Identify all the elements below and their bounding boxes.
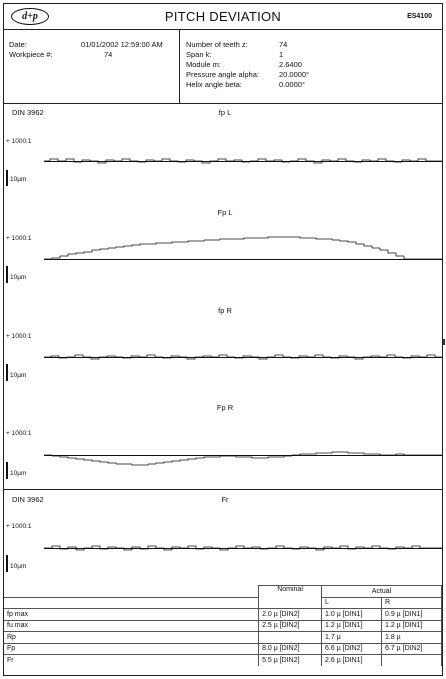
plot-title-fp-r: fp R — [218, 306, 232, 315]
model-label: ES4100 — [407, 13, 432, 20]
row-label: fp max — [4, 608, 260, 621]
table-subheader-row: L R — [4, 596, 442, 609]
standard-label-runout: DIN 3962 — [12, 495, 44, 504]
header-nominal: Nominal — [258, 585, 323, 609]
section-divider — [4, 489, 442, 490]
workpiece-label: Workpiece #: — [9, 50, 53, 59]
teeth-label: Number of teeth z: — [186, 40, 248, 49]
plot-axis — [44, 259, 442, 260]
cell-l: 2.6 µ [DIN1] — [321, 654, 382, 666]
table-row: Fr 5.5 µ [DIN2] 2.6 µ [DIN1] — [4, 654, 442, 666]
header-actual: Actual — [321, 585, 442, 598]
unit-label: 10µm — [10, 372, 27, 379]
span-value: 1 — [279, 50, 284, 59]
cell-l: 1.2 µ [DIN1] — [321, 619, 382, 632]
helix-angle-label: Helix angle beta: — [186, 80, 242, 89]
cell-r: 1.2 µ [DIN1] — [381, 619, 442, 632]
cell-l: 1.7 µ — [321, 631, 382, 644]
plot-axis — [44, 548, 442, 549]
date-label: Date: — [9, 40, 27, 49]
plot-axis — [44, 455, 442, 456]
cell-nominal: 2.0 µ [DIN2] — [258, 608, 323, 621]
scale-label: + 1000:1 — [6, 430, 32, 437]
pressure-angle-label: Pressure angle alpha: — [186, 70, 259, 79]
table-row: fp max 2.0 µ [DIN2] 1.0 µ [DIN1] 0.9 µ [… — [4, 608, 442, 621]
table-row: Fp 8.0 µ [DIN2] 6.6 µ [DIN2] 6.7 µ [DIN2… — [4, 642, 442, 655]
unit-label: 10µm — [10, 563, 27, 570]
cell-r — [381, 654, 442, 666]
unit-label: 10µm — [10, 176, 27, 183]
standard-label: DIN 3962 — [12, 108, 44, 117]
cell-r: 1.8 µ — [381, 631, 442, 644]
row-label: Fp — [4, 642, 260, 655]
row-label: Rp — [4, 631, 260, 644]
teeth-value: 74 — [279, 40, 288, 49]
trace-Fp-l — [44, 236, 442, 260]
cell-r: 6.7 µ [DIN2] — [381, 642, 442, 655]
date-value: 01/01/2002 12:59:00 AM — [81, 40, 163, 49]
unit-bar — [6, 555, 8, 572]
cell-nominal: 5.5 µ [DIN2] — [258, 654, 323, 666]
trace-fp-l — [44, 158, 442, 164]
table-row: fu max 2.5 µ [DIN2] 1.2 µ [DIN1] 1.2 µ [… — [4, 619, 442, 632]
scale-label: + 1000:1 — [6, 235, 32, 242]
trace-fp-r — [44, 354, 442, 360]
trace-fr — [44, 545, 442, 551]
table-row: Rp 1.7 µ 1.8 µ — [4, 631, 442, 644]
logo: d+p — [11, 8, 49, 25]
header-r: R — [381, 596, 442, 609]
cell-l: 6.6 µ [DIN2] — [321, 642, 382, 655]
info-block: Date: 01/01/2002 12:59:00 AM Workpiece #… — [4, 30, 442, 104]
info-divider — [179, 30, 180, 104]
header-l: L — [321, 596, 382, 609]
plot-axis — [44, 161, 442, 162]
workpiece-value: 74 — [104, 50, 113, 59]
scale-label: + 1000:1 — [6, 138, 32, 145]
edge-mark — [443, 339, 445, 345]
unit-bar — [6, 266, 8, 283]
unit-bar — [6, 364, 8, 381]
results-table: Nominal Actual L R fp max 2.0 µ [DIN2] 1… — [4, 585, 442, 666]
cell-r: 0.9 µ [DIN1] — [381, 608, 442, 621]
cell-nominal: 2.5 µ [DIN2] — [258, 619, 323, 632]
table-header-row: Nominal Actual — [4, 585, 442, 609]
scale-label: + 1000:1 — [6, 523, 32, 530]
cell-nominal: 8.0 µ [DIN2] — [258, 642, 323, 655]
report-title: PITCH DEVIATION — [164, 9, 282, 24]
cell-nominal — [258, 631, 323, 644]
trace-Fp-r — [44, 451, 442, 466]
plot-title-fr: Fr — [221, 495, 229, 504]
cell-l: 1.0 µ [DIN1] — [321, 608, 382, 621]
module-label: Module m: — [186, 60, 222, 69]
plot-title-Fp-r: Fp R — [216, 403, 234, 412]
report-sheet: d+p PITCH DEVIATION ES4100 Date: 01/01/2… — [3, 3, 443, 676]
span-label: Span k: — [186, 50, 212, 59]
unit-bar — [6, 462, 8, 479]
pressure-angle-value: 20.0000° — [279, 70, 310, 79]
module-value: 2.6400 — [279, 60, 302, 69]
plot-title-Fp-l: Fp L — [217, 208, 233, 217]
plot-title-fp-l: fp L — [218, 108, 232, 117]
unit-label: 10µm — [10, 470, 27, 477]
row-label: fu max — [4, 619, 260, 632]
unit-bar — [6, 170, 8, 186]
row-label: Fr — [4, 654, 260, 666]
scale-label: + 1000:1 — [6, 333, 32, 340]
helix-angle-value: 0.0000° — [279, 80, 305, 89]
unit-label: 10µm — [10, 274, 27, 281]
report-header: d+p PITCH DEVIATION ES4100 — [4, 4, 442, 30]
